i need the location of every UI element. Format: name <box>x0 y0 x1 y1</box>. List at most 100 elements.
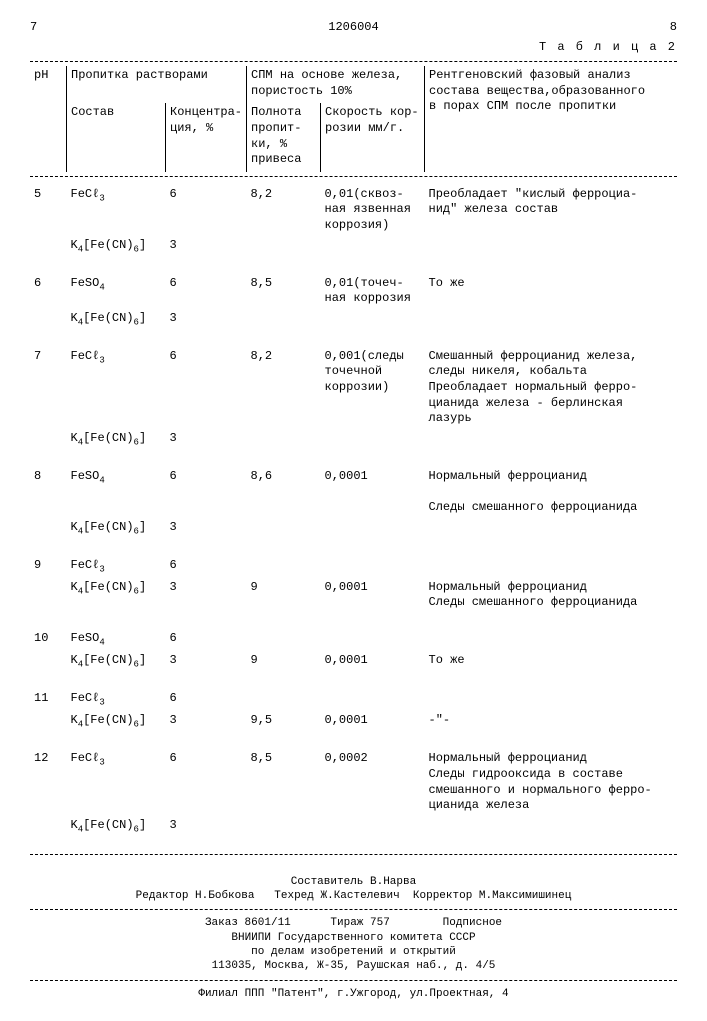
cell-full <box>247 816 321 838</box>
cell-conc: 3 <box>166 651 247 673</box>
cell-rate <box>321 518 425 540</box>
org1: ВНИИПИ Государственного комитета СССР <box>30 931 677 945</box>
cell-conc: 6 <box>166 685 247 711</box>
cell-analysis <box>425 236 677 258</box>
addr1: 113035, Москва, Ж-35, Раушская наб., д. … <box>30 959 677 973</box>
cell-conc: 6 <box>166 181 247 236</box>
cell-rate: 0,0001 <box>321 651 425 673</box>
cell-rate: 0,001(следыточечнойкоррозии) <box>321 343 425 429</box>
cell-rate: 0,0001 <box>321 463 425 518</box>
cell-comp: K4[Fe(CN)6] <box>67 429 166 451</box>
cell-analysis <box>425 685 677 711</box>
table-row: 7FeCℓ368,20,001(следыточечнойкоррозии)См… <box>30 343 677 429</box>
cell-conc: 3 <box>166 236 247 258</box>
cell-analysis: То же <box>425 651 677 673</box>
col-composition: Состав <box>67 103 166 171</box>
table-row: 8FeSO468,60,0001Нормальный ферроцианидСл… <box>30 463 677 518</box>
cell-full <box>247 685 321 711</box>
cell-comp: K4[Fe(CN)6] <box>67 309 166 331</box>
table-row: 9FeCℓ36 <box>30 552 677 578</box>
cell-analysis <box>425 518 677 540</box>
cell-comp: FeCℓ3 <box>67 181 166 236</box>
cell-analysis <box>425 309 677 331</box>
table-row: K4[Fe(CN)6]3 <box>30 518 677 540</box>
cell-full: 8,2 <box>247 181 321 236</box>
cell-rate: 0,0002 <box>321 745 425 815</box>
table-row: K4[Fe(CN)6]390,0001То же <box>30 651 677 673</box>
cell-comp: K4[Fe(CN)6] <box>67 651 166 673</box>
table-row: 11FeCℓ36 <box>30 685 677 711</box>
cell-conc: 6 <box>166 343 247 429</box>
page-header: 7 1206004 8 <box>30 20 677 36</box>
cell-comp: FeSO4 <box>67 270 166 309</box>
table-row: 6FeSO468,50,01(точеч-ная коррозияТо же <box>30 270 677 309</box>
cell-comp: K4[Fe(CN)6] <box>67 711 166 733</box>
header-row-1: pH Пропитка растворами СПМ на основе жел… <box>30 66 677 103</box>
divider <box>30 909 677 910</box>
cell-analysis <box>425 625 677 651</box>
cell-analysis <box>425 552 677 578</box>
cell-full: 8,5 <box>247 270 321 309</box>
table-row: K4[Fe(CN)6]390,0001Нормальный ферроциани… <box>30 578 677 613</box>
table-row: 10FeSO46 <box>30 625 677 651</box>
page-center: 1206004 <box>328 20 378 36</box>
cell-rate <box>321 552 425 578</box>
cell-rate: 0,0001 <box>321 578 425 613</box>
table-row: K4[Fe(CN)6]39,50,0001-"- <box>30 711 677 733</box>
cell-conc: 3 <box>166 816 247 838</box>
col-fullness: Полнотапропит-ки, %привеса <box>247 103 321 171</box>
col-impregnation: Пропитка растворами <box>67 66 247 103</box>
cell-ph: 12 <box>30 745 67 815</box>
cell-analysis: Нормальный ферроцианидСледы гидрооксида … <box>425 745 677 815</box>
table-row: K4[Fe(CN)6]3 <box>30 816 677 838</box>
cell-conc: 6 <box>166 270 247 309</box>
divider <box>30 61 677 62</box>
cell-comp: K4[Fe(CN)6] <box>67 236 166 258</box>
cell-conc: 3 <box>166 578 247 613</box>
cell-full: 9 <box>247 578 321 613</box>
cell-comp: FeSO4 <box>67 463 166 518</box>
table-row: 5FeCℓ368,20,01(сквоз-ная язвеннаякоррози… <box>30 181 677 236</box>
cell-comp: FeCℓ3 <box>67 343 166 429</box>
cell-rate <box>321 685 425 711</box>
cell-full: 9 <box>247 651 321 673</box>
cell-analysis: Преобладает "кислый ферроциа-нид" железа… <box>425 181 677 236</box>
cell-rate <box>321 429 425 451</box>
cell-comp: K4[Fe(CN)6] <box>67 578 166 613</box>
col-rate: Скорость кор-розии мм/г. <box>321 103 425 171</box>
cell-full <box>247 552 321 578</box>
divider <box>30 980 677 981</box>
cell-conc: 6 <box>166 745 247 815</box>
table-label: Т а б л и ц а 2 <box>30 40 677 56</box>
cell-comp: K4[Fe(CN)6] <box>67 518 166 540</box>
cell-full <box>247 236 321 258</box>
cell-conc: 6 <box>166 552 247 578</box>
cell-comp: K4[Fe(CN)6] <box>67 816 166 838</box>
divider <box>30 854 677 855</box>
cell-ph: 11 <box>30 685 67 711</box>
page-left: 7 <box>30 20 37 36</box>
table-row: K4[Fe(CN)6]3 <box>30 236 677 258</box>
col-spm: СПМ на основе железа,пористость 10% <box>247 66 425 103</box>
cell-analysis <box>425 816 677 838</box>
cell-rate <box>321 816 425 838</box>
order-line: Заказ 8601/11 Тираж 757 Подписное <box>30 916 677 930</box>
table-row: K4[Fe(CN)6]3 <box>30 429 677 451</box>
cell-full <box>247 309 321 331</box>
table-row: 12FeCℓ368,50,0002Нормальный ферроцианидС… <box>30 745 677 815</box>
cell-conc: 6 <box>166 463 247 518</box>
table-row: K4[Fe(CN)6]3 <box>30 309 677 331</box>
col-ph: pH <box>30 66 67 172</box>
cell-conc: 6 <box>166 625 247 651</box>
cell-analysis: Нормальный ферроцианидСледы смешанного ф… <box>425 578 677 613</box>
cell-ph: 5 <box>30 181 67 236</box>
cell-rate <box>321 625 425 651</box>
col-concentration: Концентра-ция, % <box>166 103 247 171</box>
footer: Составитель В.Нарва Редактор Н.Бобкова Т… <box>30 875 677 1001</box>
cell-analysis: Смешанный ферроцианид железа,следы никел… <box>425 343 677 429</box>
cell-ph: 10 <box>30 625 67 651</box>
cell-rate: 0,0001 <box>321 711 425 733</box>
col-analysis: Рентгеновский фазовый анализсостава веще… <box>425 66 677 172</box>
page-right: 8 <box>670 20 677 36</box>
cell-conc: 3 <box>166 309 247 331</box>
